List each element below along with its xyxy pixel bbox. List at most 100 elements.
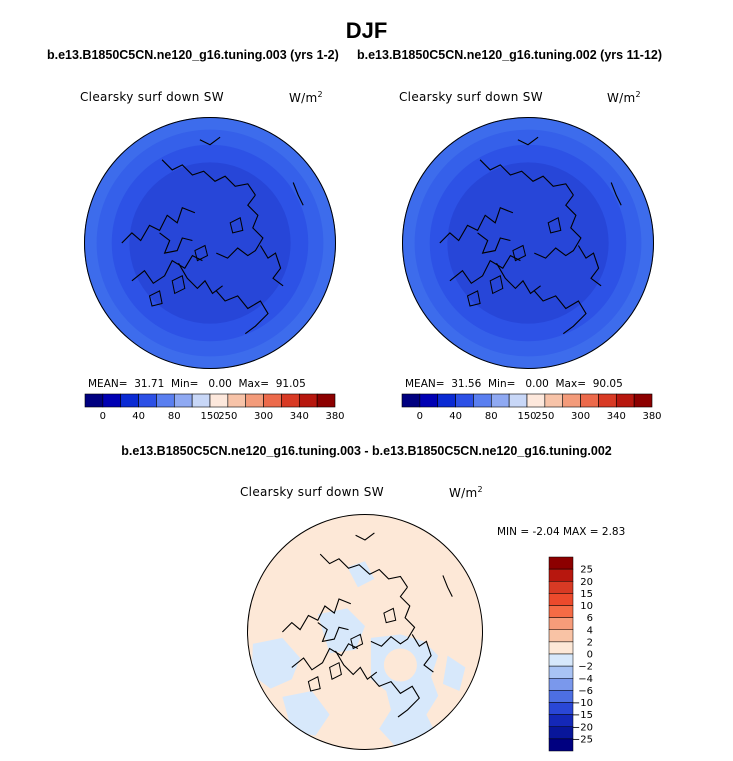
- panel-1-field-ring: [129, 162, 291, 324]
- panel-1-variable-label: Clearsky surf down SW: [80, 90, 224, 104]
- difference-title: b.e13.B1850C5CN.ne120_g16.tuning.003 - b…: [121, 444, 612, 458]
- panel-1-border: [84, 117, 336, 369]
- panel-2-colorbar-swatch: [473, 393, 492, 408]
- difference-coastline: [317, 622, 349, 643]
- panel-1-colorbar-swatch: [281, 393, 300, 408]
- difference-colorbar-tick: 20: [580, 577, 593, 588]
- panel-2-field-ring: [447, 162, 609, 324]
- difference-coastline: [442, 575, 453, 597]
- panel-1-colorbar-swatch: [191, 393, 211, 408]
- panel-2-colorbar-swatch: [419, 393, 439, 408]
- difference-colorbar-swatch: [548, 653, 574, 667]
- difference-coastline: [370, 676, 420, 718]
- difference-colorbar-tick: −10: [572, 698, 593, 709]
- panel-2-units-label: W/m2: [607, 90, 641, 105]
- panel-2-colorbar-swatch: [437, 393, 456, 408]
- panel-1-colorbar-tick: 40: [132, 411, 145, 422]
- difference-coastline: [370, 586, 416, 647]
- difference-coastline: [319, 553, 408, 588]
- panel-2-colorbar-swatch: [544, 393, 564, 408]
- panel-2-colorbar-swatch: [580, 393, 599, 408]
- difference-negative-area: [442, 655, 466, 691]
- panel-1-island: [194, 244, 209, 262]
- panel-2-colorbar-swatch: [490, 393, 510, 408]
- difference-colorbar-tick: −6: [578, 686, 593, 697]
- difference-colorbar-swatch: [548, 593, 574, 606]
- panel-2-colorbar-tick: 40: [449, 411, 462, 422]
- difference-colorbar-swatch: [548, 617, 574, 630]
- difference-colorbar-swatch: [548, 738, 574, 752]
- panel-1-coastline: [121, 206, 196, 244]
- difference-negative-area: [282, 691, 330, 736]
- difference-positive-area: [247, 514, 483, 750]
- difference-island: [329, 661, 342, 680]
- panel-1-colorbar-swatch: [84, 393, 104, 408]
- panel-2-colorbar-swatch: [633, 393, 653, 408]
- difference-negative-area: [317, 608, 365, 654]
- difference-colorbar-swatch: [548, 665, 574, 679]
- difference-colorbar-swatch: [548, 726, 574, 740]
- difference-negative-area: [251, 637, 301, 689]
- panel-2-coastline: [610, 182, 622, 206]
- panel-2-coastline: [517, 136, 539, 146]
- panel-1-colorbar-swatch: [173, 393, 193, 408]
- panel-2-title: b.e13.B1850C5CN.ne120_g16.tuning.002 (yr…: [357, 48, 663, 62]
- panel-2-coastline: [439, 206, 514, 244]
- panel-2-colorbar-tick: 380: [642, 411, 661, 422]
- panel-1-colorbar-swatch: [227, 393, 247, 408]
- panel-1-coastline: [199, 136, 221, 146]
- difference-colorbar-swatch: [548, 702, 574, 715]
- panel-2-coastline: [534, 194, 582, 259]
- difference-colorbar-tick: 25: [580, 565, 593, 576]
- difference-polar-map: [247, 514, 483, 750]
- difference-coastline: [291, 643, 359, 671]
- panel-2-colorbar-swatch: [615, 393, 635, 408]
- panel-1-colorbar-swatch: [102, 393, 122, 408]
- panel-1-colorbar-swatch: [298, 393, 318, 408]
- panel-1-polar-map: [84, 117, 336, 369]
- panel-2-border: [402, 117, 654, 369]
- difference-colorbar-swatch: [548, 605, 574, 618]
- difference-colorbar-tick: 6: [587, 613, 593, 624]
- panel-2-coastline: [533, 290, 587, 335]
- panel-1-coastline: [215, 290, 269, 335]
- difference-colorbar-tick: −25: [572, 734, 593, 745]
- panel-1-island: [229, 217, 244, 234]
- difference-colorbar-tick: 2: [587, 637, 593, 648]
- panel-2-colorbar-tick: 300: [571, 411, 590, 422]
- difference-colorbar-tick: −2: [578, 662, 593, 673]
- difference-colorbar-tick: −20: [572, 722, 593, 733]
- panel-2-island: [547, 217, 562, 234]
- difference-border: [247, 514, 483, 750]
- difference-colorbar-swatch: [548, 581, 574, 594]
- difference-colorbar-tick: 15: [580, 589, 593, 600]
- panel-2-island: [489, 275, 504, 295]
- panel-2-colorbar-swatch: [526, 393, 546, 408]
- figure-title: DJF: [345, 18, 388, 43]
- panel-1-colorbar-tick: 340: [290, 411, 309, 422]
- difference-colorbar-swatch: [548, 678, 574, 691]
- difference-coastline: [335, 650, 378, 681]
- panel-2-colorbar-swatch: [508, 393, 528, 408]
- difference-colorbar-tick: −4: [578, 674, 593, 685]
- difference-coastline: [355, 532, 375, 541]
- panel-2-colorbar-swatch: [401, 393, 421, 408]
- difference-colorbar-swatch: [548, 568, 574, 582]
- difference-island: [307, 676, 321, 692]
- panel-2-island: [466, 290, 481, 307]
- panel-1-coastline: [216, 194, 264, 259]
- difference-colorbar-swatch: [548, 556, 574, 570]
- panel-2-island: [512, 244, 527, 262]
- panel-1-coastline: [159, 232, 193, 254]
- panel-1-colorbar-swatch: [156, 393, 175, 408]
- difference-units-label: W/m2: [449, 485, 483, 500]
- panel-2-coastline: [496, 262, 541, 295]
- panel-2-coastline: [477, 232, 511, 254]
- panel-2-colorbar-tick: 150: [517, 411, 536, 422]
- difference-negative-area: [347, 561, 375, 588]
- panel-1-colorbar-tick: 250: [218, 411, 237, 422]
- panel-1-colorbar-swatch: [263, 393, 282, 408]
- panel-1-island: [171, 275, 186, 295]
